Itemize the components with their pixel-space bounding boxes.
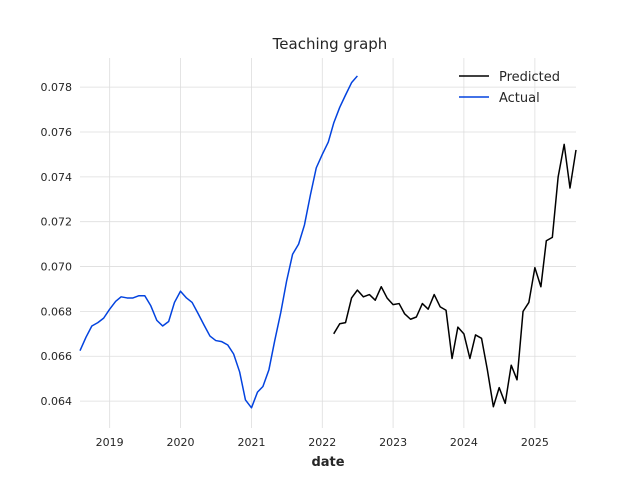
x-tick-label: 2024 (450, 436, 478, 449)
x-tick-label: 2019 (96, 436, 124, 449)
y-tick-label: 0.066 (41, 350, 73, 363)
legend: Predicted Actual (459, 70, 560, 106)
x-axis-label: date (311, 455, 344, 470)
y-tick-label: 0.064 (41, 395, 73, 408)
legend-label: Predicted (499, 70, 560, 85)
x-tick-label: 2020 (166, 436, 194, 449)
legend-label: Actual (499, 91, 540, 106)
y-tick-label: 0.078 (41, 81, 73, 94)
x-tick-label: 2023 (379, 436, 407, 449)
series-line-predicted (333, 143, 577, 408)
y-tick-label: 0.076 (41, 126, 73, 139)
x-tick-label: 2025 (521, 436, 549, 449)
y-tick-label: 0.074 (41, 171, 73, 184)
x-tick-label: 2021 (237, 436, 265, 449)
plot-area (79, 75, 577, 409)
x-tick-label: 2022 (308, 436, 336, 449)
chart-title: Teaching graph (272, 35, 388, 53)
y-tick-label: 0.068 (41, 305, 73, 318)
y-tick-label: 0.070 (41, 261, 73, 274)
y-tick-label: 0.072 (41, 216, 73, 229)
grid (80, 58, 576, 428)
x-axis-ticks: 2019 2020 2021 2022 2023 2024 2025 (96, 436, 549, 449)
y-axis-ticks: 0.064 0.066 0.068 0.070 0.072 0.074 0.076 0.078 (41, 81, 73, 408)
series-line-actual (79, 75, 358, 409)
